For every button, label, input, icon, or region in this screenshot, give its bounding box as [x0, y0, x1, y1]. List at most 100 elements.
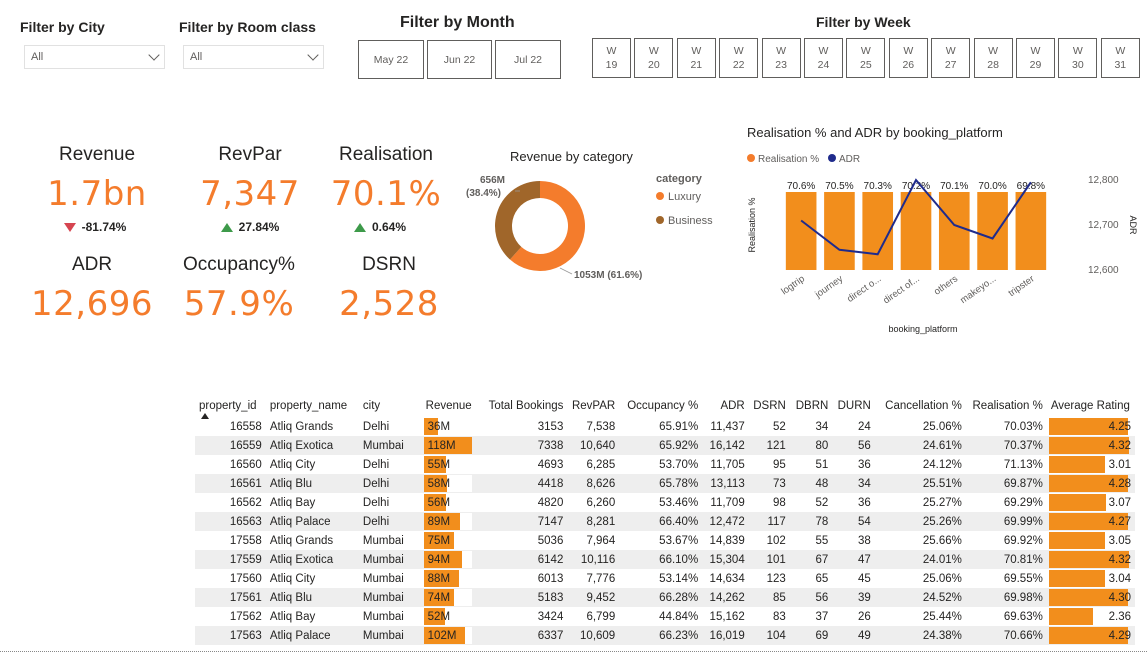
table-row[interactable]: 16559 Atliq Exotica Mumbai 118M 7338 10,640 65… [195, 436, 1135, 455]
donut-label-business: 656M [480, 175, 505, 186]
week-tile-number: 24 [817, 59, 830, 71]
donut-slice-luxury[interactable] [509, 181, 585, 271]
rating-bar [1048, 494, 1106, 511]
revenue-bar [423, 589, 454, 606]
table-row[interactable]: 17562 Atliq Bay Mumbai 52M 3424 6,799 44.84% 15… [195, 607, 1135, 626]
realisation-kpi-delta: 0.64% [330, 220, 430, 234]
room-class-filter-dropdown[interactable]: All [183, 45, 324, 69]
column-header[interactable]: DBRN [795, 400, 829, 412]
bar-5[interactable] [977, 192, 1008, 270]
table-row[interactable]: 16563 Atliq Palace Delhi 89M 7147 8,281 66.40%… [195, 512, 1135, 531]
week-tile-31[interactable]: W 31 [1100, 38, 1140, 78]
revenue-value: 55M [427, 458, 451, 471]
week-tile-29[interactable]: W 29 [1016, 38, 1055, 78]
donut-legend-business[interactable]: Business [668, 215, 713, 227]
bar-3[interactable] [900, 192, 932, 270]
column-header[interactable]: ADR [720, 400, 745, 412]
column-header[interactable]: Occupancy % [627, 400, 699, 412]
dbrn-cell: 78 [789, 512, 833, 531]
table-row[interactable]: 17560 Atliq City Mumbai 88M 6013 7,776 53.14% 1… [195, 569, 1135, 588]
column-header[interactable]: Average Rating [1050, 400, 1130, 412]
city-cell: Delhi [362, 458, 390, 471]
bar-6[interactable] [1015, 192, 1047, 270]
week-tile-22[interactable]: W 22 [719, 38, 759, 78]
bar-2[interactable] [862, 192, 894, 270]
column-header[interactable]: DSRN [753, 400, 786, 412]
adr-line[interactable] [800, 178, 1032, 256]
revenue-bar [423, 437, 472, 454]
table-row[interactable]: 16561 Atliq Blu Delhi 58M 4418 8,626 65.78% 13,… [195, 474, 1135, 493]
week-tile-prefix: W [1115, 45, 1126, 57]
cancellation-cell: 25.44% [922, 610, 962, 623]
bar-1[interactable] [824, 192, 855, 270]
sort-ascending-icon [201, 413, 209, 419]
rating-value: 4.27 [1108, 515, 1131, 528]
revenue-value: 75M [427, 534, 451, 547]
revenue-value: 94M [427, 553, 451, 566]
donut-chart[interactable] [495, 181, 585, 271]
week-tile-24[interactable]: W 24 [804, 38, 843, 78]
week-tile-23[interactable]: W 23 [761, 38, 801, 78]
property-table: property_id property_name city Revenue Total… [195, 395, 1135, 645]
table-row[interactable]: 16558 Atliq Grands Delhi 36M 3153 7,538 65.91%… [195, 417, 1135, 436]
durn-cell: 34 [832, 474, 875, 493]
average-rating-cell: 4.27 [1046, 512, 1135, 531]
revenue-cell: 74M [421, 588, 479, 607]
week-tile-25[interactable]: W 25 [846, 38, 886, 78]
week-tile-26[interactable]: W 26 [888, 38, 928, 78]
average-rating-cell: 4.28 [1046, 474, 1135, 493]
column-header[interactable]: DURN [837, 400, 871, 412]
week-tile-prefix: W [988, 45, 999, 57]
city-cell: Delhi [362, 420, 390, 433]
rating-value: 2.36 [1108, 610, 1131, 623]
rating-bar [1048, 551, 1129, 568]
column-header[interactable]: Realisation % [972, 400, 1043, 412]
column-header[interactable]: Cancellation % [885, 400, 962, 412]
table-row[interactable]: 17559 Atliq Exotica Mumbai 94M 6142 10,116 66.… [195, 550, 1135, 569]
table-row[interactable]: 16560 Atliq City Delhi 55M 4693 6,285 53.70% 11… [195, 455, 1135, 474]
realisation-cell: 69.55% [1003, 572, 1043, 585]
revenue-cell: 55M [422, 455, 479, 474]
total-bookings-cell: 7338 [478, 436, 568, 455]
bar-4[interactable] [938, 192, 970, 270]
legend-realisation[interactable]: Realisation % [758, 154, 819, 165]
dsrn-cell: 73 [748, 474, 790, 493]
week-tile-19[interactable]: W 19 [592, 38, 631, 78]
week-tile-28[interactable]: W 28 [973, 38, 1013, 78]
property-name-cell: Atliq City [269, 458, 316, 471]
legend-adr[interactable]: ADR [839, 154, 860, 165]
donut-slice-business[interactable] [495, 181, 540, 260]
month-tile-jun[interactable]: Jun 22 [427, 40, 492, 79]
bar-0[interactable] [785, 192, 817, 270]
donut-legend-luxury[interactable]: Luxury [668, 191, 702, 203]
table-row[interactable]: 17563 Atliq Palace Mumbai 102M 6337 10,609 66.… [195, 626, 1135, 645]
week-tile-21[interactable]: W 21 [676, 38, 716, 78]
property-name-cell: Atliq Palace [265, 512, 359, 531]
occupancy-cell: 66.40% [619, 512, 703, 531]
month-tile-may[interactable]: May 22 [358, 40, 424, 79]
dbrn-cell: 52 [815, 496, 829, 509]
column-header[interactable]: city [362, 400, 381, 412]
dbrn-cell: 56 [789, 588, 833, 607]
column-header[interactable]: Total Bookings [488, 400, 564, 412]
table-row[interactable]: 17561 Atliq Blu Mumbai 74M 5183 9,452 66.28% 14… [195, 588, 1135, 607]
week-tile-prefix: W [860, 45, 871, 57]
realisation-cell: 70.03% [1003, 420, 1043, 433]
column-header[interactable]: Revenue [425, 400, 472, 412]
city-filter-dropdown[interactable]: All [24, 45, 165, 69]
revenue-bar [423, 418, 439, 435]
month-tile-jul[interactable]: Jul 22 [495, 40, 561, 79]
week-tile-30[interactable]: W 30 [1058, 38, 1098, 78]
column-header[interactable]: property_id [195, 395, 266, 419]
table-row[interactable]: 16562 Atliq Bay Delhi 56M 4820 6,260 53.46% 11,… [195, 493, 1135, 512]
week-tile-27[interactable]: W 27 [931, 38, 971, 78]
column-header[interactable]: RevPAR [571, 400, 616, 412]
property-name-cell: Atliq City [269, 572, 316, 585]
property-name-cell: Atliq Bay [269, 496, 316, 509]
column-header[interactable]: property_name [269, 400, 348, 412]
revenue-bar [423, 608, 445, 625]
dbrn-cell: 67 [789, 550, 833, 569]
property-id-cell: 17562 [229, 610, 262, 623]
table-row[interactable]: 17558 Atliq Grands Mumbai 75M 5036 7,964 53.67… [195, 531, 1135, 550]
week-tile-20[interactable]: W 20 [634, 38, 674, 78]
